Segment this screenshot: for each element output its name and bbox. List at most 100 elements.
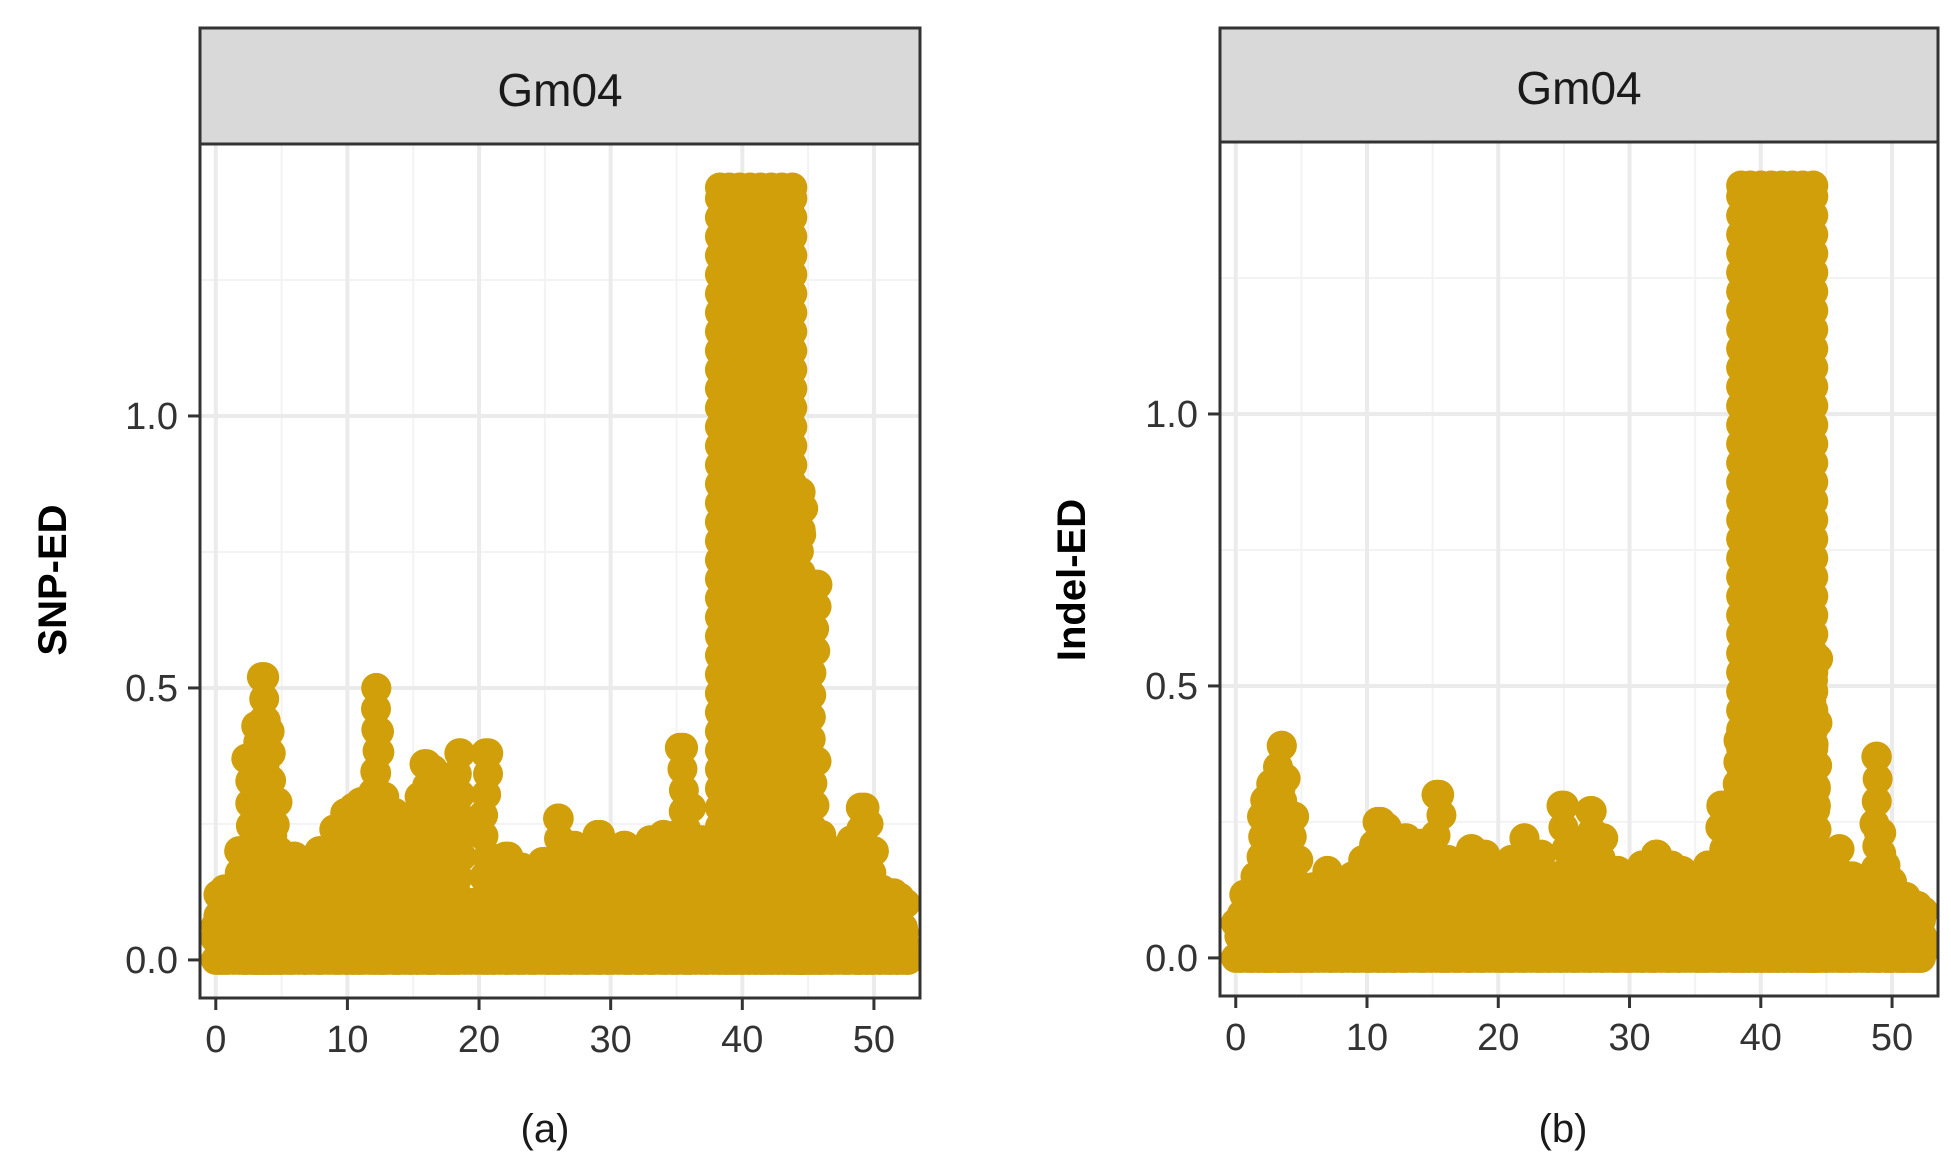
data-point [1588,823,1619,854]
data-point [1861,786,1892,817]
data-point [1861,741,1892,772]
y-tick-label: 1.0 [1145,394,1198,436]
x-tick-label: 40 [721,1019,763,1061]
data-point [787,672,818,703]
data-point [443,903,474,934]
data-point [1800,790,1831,821]
x-tick-label: 20 [458,1019,500,1061]
data-point [687,825,718,856]
data-point [246,662,277,693]
data-point [250,716,281,747]
data-point [385,830,416,861]
data-point [1562,828,1593,859]
data-points [200,172,920,975]
strip-a-background [198,26,922,146]
data-point [253,738,284,769]
data-point [852,808,883,839]
data-point [787,618,818,649]
data-point [858,836,889,867]
data-point [227,836,258,867]
data-point [1266,730,1297,761]
x-tick-label: 10 [326,1019,368,1061]
data-point [258,787,289,818]
y-axis-label-a: SNP-ED [31,504,75,655]
data-point [1863,817,1894,848]
data-point [1723,725,1754,756]
data-point [259,809,290,840]
caption-b: (b) [1539,1107,1588,1151]
data-point [444,738,475,769]
data-point [789,781,820,812]
data-point [306,836,337,867]
data-point [1279,845,1310,876]
panel-frame [1218,140,1940,998]
data-point [595,852,626,883]
data-point [1470,839,1501,870]
x-tick-label: 10 [1346,1017,1388,1059]
data-point [668,732,699,763]
data-point [1907,926,1938,957]
data-point [1352,845,1383,876]
data-point [364,716,395,747]
data-point [661,819,692,850]
panel-a: Gm04 0 10 20 30 40 50 0.0 0.5 1.0 SNP-ED (a) [31,26,922,1151]
data-point [404,781,435,812]
y-tick-label: 0.0 [125,940,178,982]
data-point [437,792,468,823]
data-point [213,890,244,921]
x-tick-label: 50 [1871,1017,1913,1059]
data-point [1233,910,1264,941]
y-axis-label-b: Indel-ED [1050,499,1094,661]
y-tick-label: 0.0 [1145,938,1198,980]
x-tick-label: 20 [1477,1017,1519,1059]
data-point [1424,779,1455,810]
data-point [1404,828,1435,859]
strip-b-title: Gm04 [1516,62,1641,114]
data-point [1726,779,1757,810]
data-point [470,738,501,769]
panel-frame [198,142,922,1000]
data-point [1862,764,1893,795]
caption-a: (a) [521,1107,570,1151]
data-point [543,803,574,834]
data-point [891,934,920,965]
data-point [398,808,429,839]
data-point [1548,790,1579,821]
y-tick-label: 0.5 [125,668,178,710]
data-point [1270,763,1301,794]
strip-b-background [1218,26,1940,144]
data-point [345,787,376,818]
data-point [674,792,705,823]
x-tick-label: 40 [1740,1017,1782,1059]
data-point [1575,796,1606,827]
data-point [582,819,613,850]
strip-a-title: Gm04 [497,64,622,116]
x-tick-label: 30 [590,1019,632,1061]
data-point [1240,861,1271,892]
data-point [569,847,600,878]
data-point [872,895,903,926]
data-point [1522,839,1553,870]
x-tick-label: 0 [1225,1017,1246,1059]
x-tick-label: 30 [1608,1017,1650,1059]
data-point [799,569,830,600]
data-point [249,683,280,714]
data-point [801,591,832,622]
data-point [1850,866,1881,897]
plot-area-b: 0 10 20 30 40 50 0.0 0.5 1.0 [1145,140,1940,1059]
data-point [1693,850,1724,881]
data-point [529,847,560,878]
data-point [360,693,391,724]
data-point [1824,834,1855,865]
data-point [1799,643,1830,674]
data-point [1275,801,1306,832]
panel-b: Gm04 0 10 20 30 40 50 0.0 0.5 1.0 Indel-ED (b) [1050,26,1940,1151]
y-tick-label: 0.5 [1145,666,1198,708]
data-point [786,493,817,524]
x-tick-label: 0 [205,1019,226,1061]
x-tick-label: 50 [853,1019,895,1061]
data-point [1798,752,1829,783]
data-point [1496,845,1527,876]
data-point [1798,170,1829,201]
